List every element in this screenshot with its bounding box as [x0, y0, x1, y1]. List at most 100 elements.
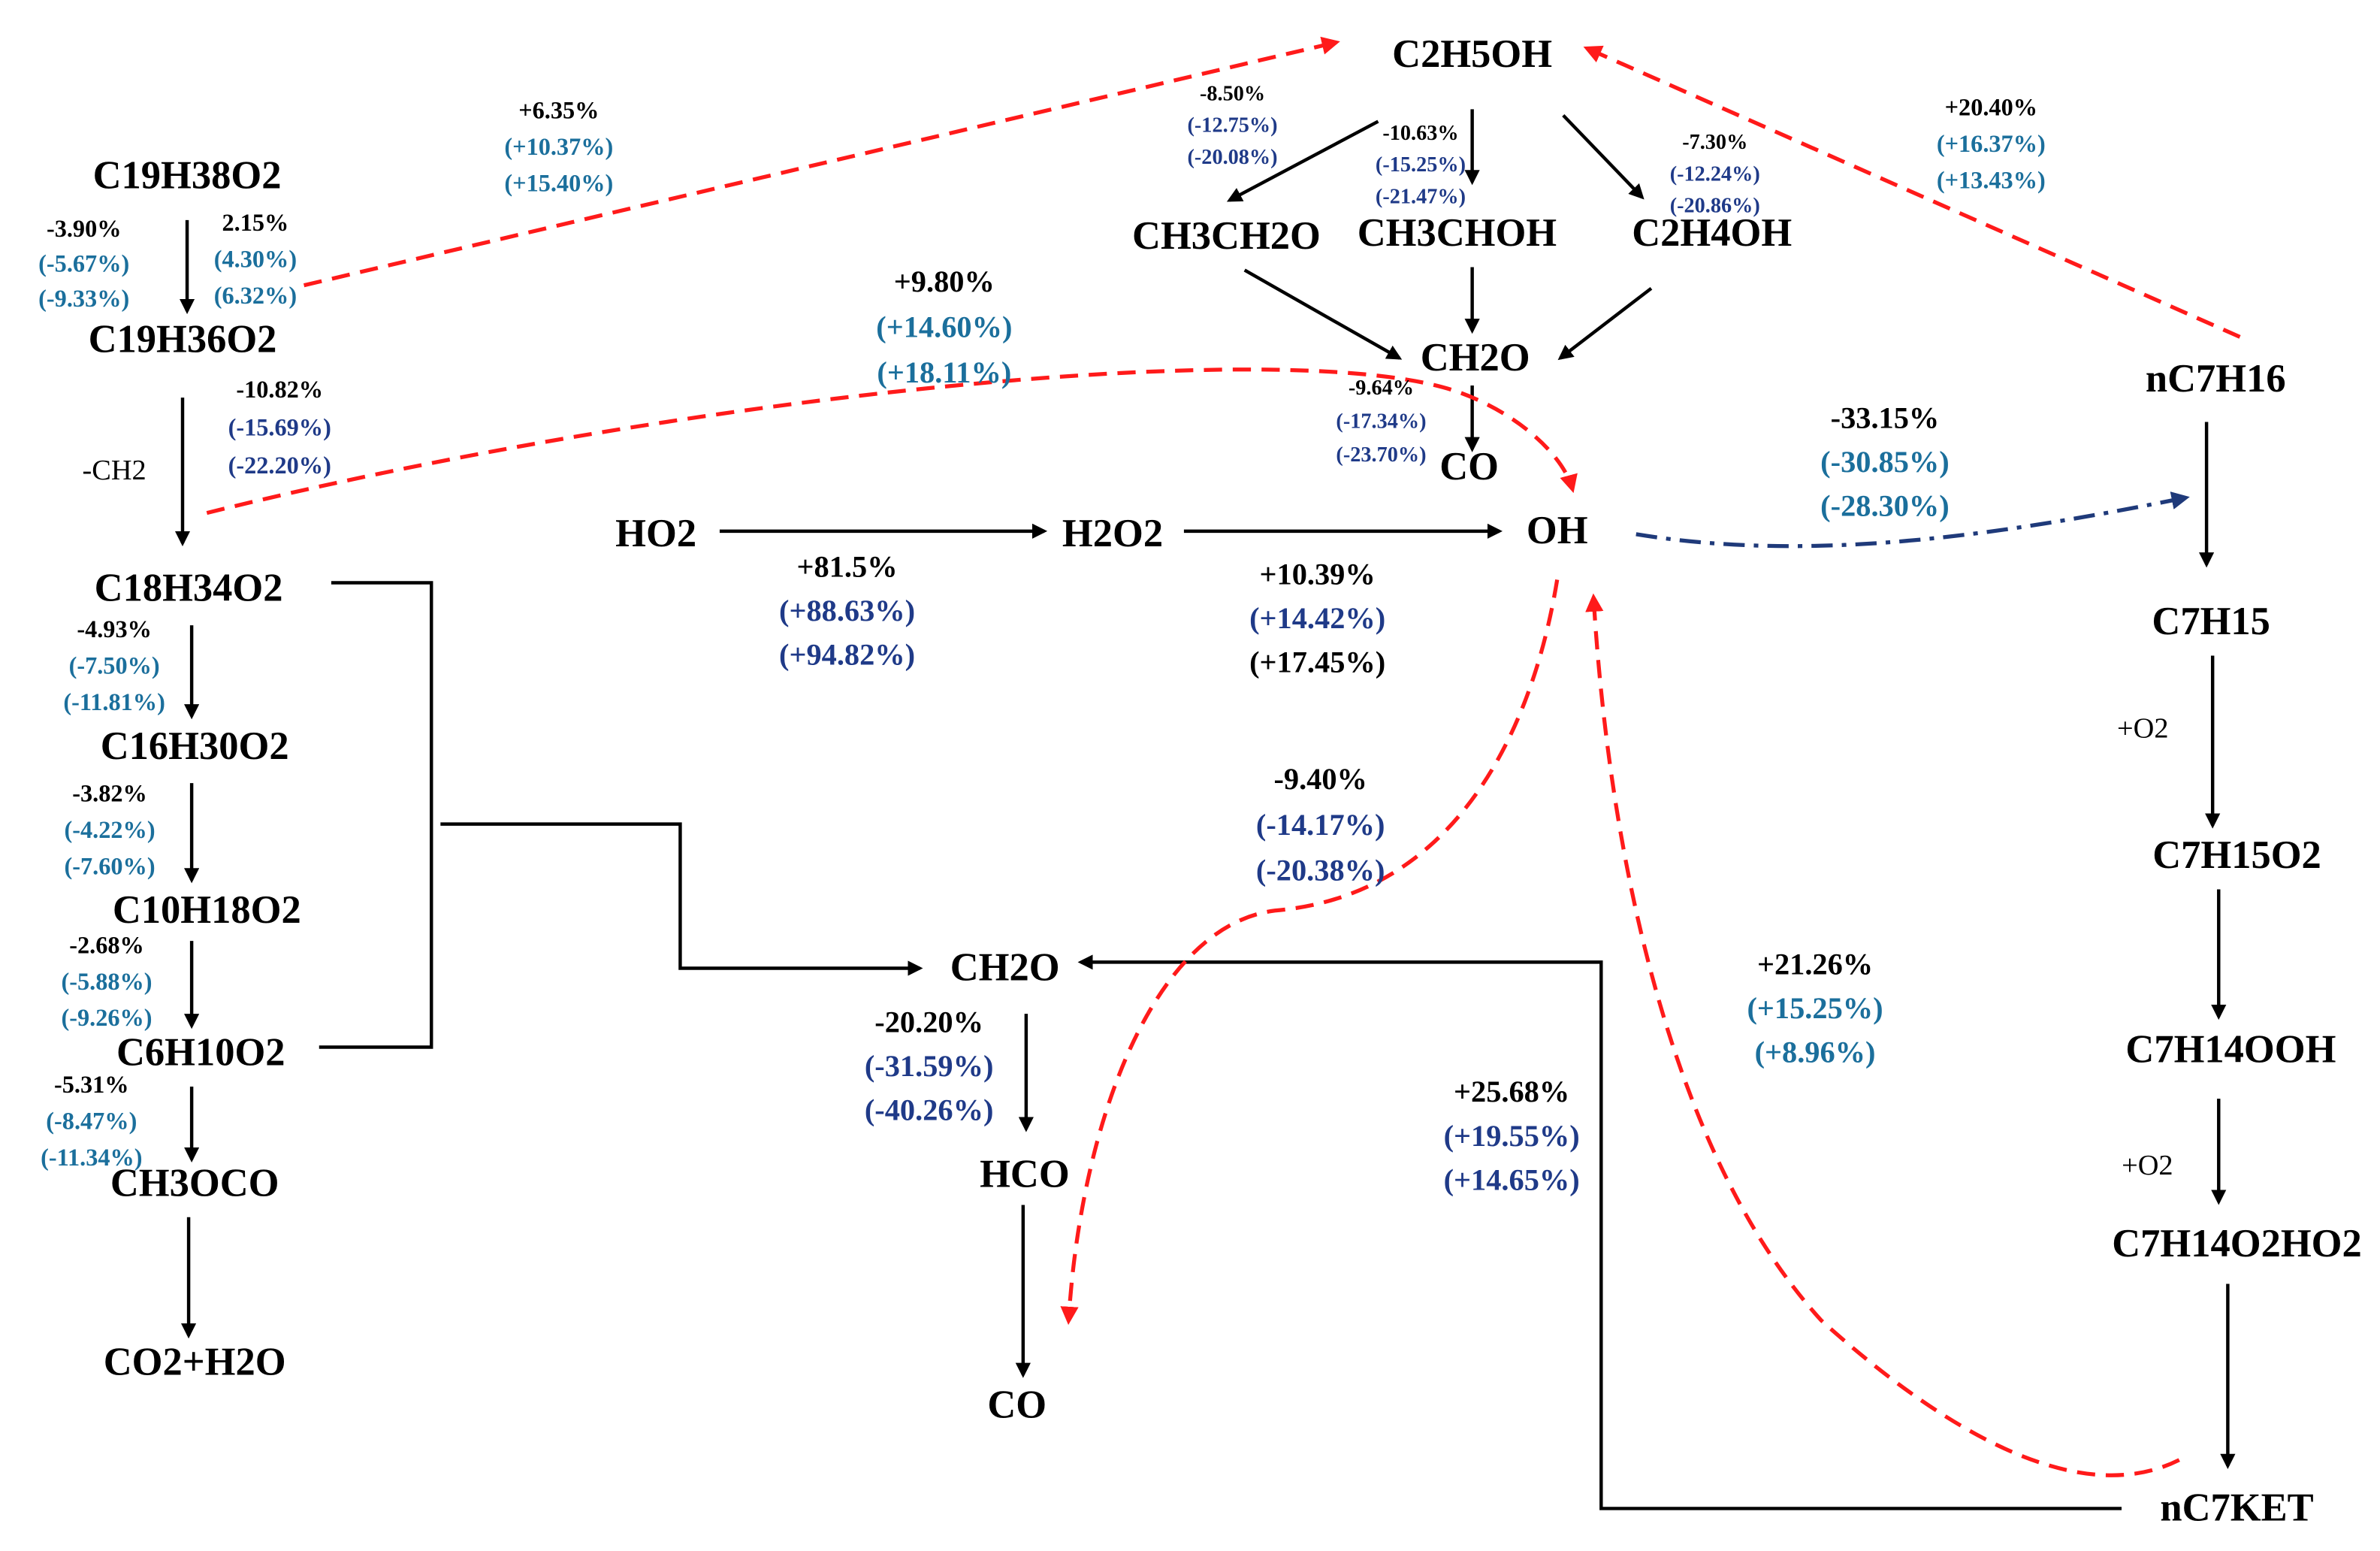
percent-base: -2.68%	[69, 931, 144, 958]
percent-case-1: (-15.69%)	[228, 414, 331, 441]
percent-case-2: (+18.11%)	[877, 355, 1011, 389]
percent-base: -7.30%	[1682, 131, 1747, 154]
species-ch2o_top: CH2O	[1421, 336, 1530, 379]
species-c2h4oh: C2H4OH	[1632, 211, 1792, 255]
arrow-c2h4oh-to-ch2o	[1557, 286, 1653, 361]
percent-base: +9.80%	[894, 265, 995, 298]
percent-case-1: (-30.85%)	[1820, 445, 1950, 479]
percent-case-1: (+10.37%)	[504, 133, 613, 160]
species-ch2o_mid: CH2O	[950, 946, 1060, 990]
percent-case-1: (-12.75%)	[1187, 114, 1277, 138]
arrow-esters-to-ch2o	[440, 822, 923, 976]
percent-case-1: (-17.34%)	[1336, 410, 1426, 434]
percent-case-2: (-20.38%)	[1256, 853, 1385, 887]
percent-case-2: (-9.33%)	[38, 285, 129, 312]
percent-case-2: (-22.20%)	[228, 452, 331, 479]
percent-case-1: (+15.25%)	[1747, 991, 1883, 1025]
species-c7h15o2: C7H15O2	[2152, 833, 2321, 877]
percent-case-1: (+14.42%)	[1249, 601, 1385, 635]
species-c7h15: C7H15	[2152, 600, 2270, 643]
percent-case-2: (+94.82%)	[779, 638, 915, 672]
species-co2h2o: CO2+H2O	[104, 1341, 286, 1384]
percent-case-1: (-5.67%)	[38, 250, 129, 277]
percent-case-2: (-20.86%)	[1670, 195, 1760, 218]
species-ho2: HO2	[615, 512, 696, 555]
arrow-c2h5oh-to-c2h4oh	[1562, 113, 1645, 200]
percent-case-2: (+15.40%)	[504, 169, 613, 196]
species-nc7h16: nC7H16	[2146, 357, 2286, 401]
percent-label-g-ket-oh: +21.26% (+15.25%) (+8.96%)	[1747, 948, 1883, 1069]
percent-base: -9.64%	[1349, 376, 1414, 400]
percent-case-2: (+17.45%)	[1249, 645, 1385, 679]
dashed-arrow-oh-to-hco	[1060, 579, 1560, 1326]
percent-label-g-h2o2-oh: +10.39% (+14.42%) (+17.45%)	[1249, 558, 1385, 679]
percent-case-2: (-21.47%)	[1376, 186, 1466, 209]
percent-label-g-c19h36o2: -10.82% (-15.69%) (-22.20%)	[228, 376, 331, 479]
species-ch3choh: CH3CHOH	[1358, 211, 1557, 255]
percent-case-1: (-31.59%)	[865, 1049, 994, 1083]
percent-base: -8.50%	[1200, 82, 1265, 105]
species-c7h14o2ho2: C7H14O2HO2	[2112, 1222, 2362, 1265]
percent-case-2: (6.32%)	[214, 282, 297, 309]
percent-case-2: (-11.34%)	[41, 1144, 142, 1171]
percent-label-g-c6h10o2: -5.31% (-8.47%) (-11.34%)	[41, 1071, 142, 1171]
percent-case-1: (+19.55%)	[1444, 1119, 1580, 1153]
percent-case-2: (+14.65%)	[1444, 1162, 1580, 1196]
species-hco: HCO	[980, 1152, 1070, 1196]
percent-case-1: (+88.63%)	[779, 594, 915, 627]
percent-label-g-ch3choh: -10.63% (-15.25%) (-21.47%)	[1376, 122, 1466, 209]
percent-label-g-ch2o-co-top: -9.64% (-17.34%) (-23.70%)	[1336, 376, 1426, 467]
percent-base: 2.15%	[222, 209, 289, 236]
percent-label-g-ho2-h2o2: +81.5% (+88.63%) (+94.82%)	[779, 549, 915, 671]
percent-case-1: (-12.24%)	[1670, 162, 1760, 186]
percent-case-1: (-5.88%)	[61, 968, 152, 995]
side-label-plus-o2-b: +O2	[2122, 1150, 2173, 1181]
percent-case-1: (-7.50%)	[69, 652, 160, 679]
species-c19h38o2: C19H38O2	[93, 153, 282, 197]
percent-base: +21.26%	[1757, 948, 1873, 981]
percent-base: +20.40%	[1945, 93, 2037, 120]
percent-case-1: (4.30%)	[214, 245, 297, 272]
percent-base: +25.68%	[1454, 1075, 1569, 1108]
species-ch3oco: CH3OCO	[110, 1161, 279, 1205]
dashed-arrow-nc7ket-to-oh	[1585, 593, 2180, 1477]
percent-case-1: (-4.22%)	[65, 816, 156, 843]
percent-label-g-oh-hco: -9.40% (-14.17%) (-20.38%)	[1256, 762, 1385, 887]
percent-label-g-c10h18o2: -2.68% (-5.88%) (-9.26%)	[61, 931, 152, 1031]
percent-case-2: (-23.70%)	[1336, 443, 1426, 467]
percent-case-1: (-15.25%)	[1376, 153, 1466, 177]
percent-base: -5.31%	[54, 1071, 129, 1098]
percent-base: +6.35%	[518, 97, 599, 124]
percent-base: -20.20%	[874, 1005, 983, 1039]
percent-base: -3.82%	[72, 779, 147, 806]
percent-base: -10.63%	[1382, 122, 1458, 145]
dashed-arrow-c19h36o2-to-oh	[206, 367, 1578, 515]
percent-case-1: (-8.47%)	[46, 1108, 137, 1135]
species-c18h34o2: C18H34O2	[95, 567, 283, 610]
percent-label-g-c18h34o2: -4.93% (-7.50%) (-11.81%)	[63, 615, 165, 715]
percent-case-1: (+14.60%)	[876, 310, 1012, 343]
species-h2o2: H2O2	[1062, 512, 1163, 555]
side-label-minus-ch2: -CH2	[83, 455, 146, 486]
percent-case-2: (+8.96%)	[1755, 1036, 1876, 1069]
percent-base: -9.40%	[1273, 762, 1367, 796]
dashed-arrow-nc7h16-to-c2h5oh	[1583, 45, 2241, 339]
percent-label-g-ch2o-hco: -20.20% (-31.59%) (-40.26%)	[865, 1005, 994, 1126]
species-c6h10o2: C6H10O2	[116, 1031, 285, 1075]
percent-case-2: (+13.43%)	[1937, 166, 2046, 193]
side-label-plus-o2-a: +O2	[2117, 713, 2169, 745]
species-oh: OH	[1527, 509, 1588, 552]
dashdot-arrow-oh-to-nc7h16	[1635, 491, 2190, 549]
percent-label-g-c16h30o2: -3.82% (-4.22%) (-7.60%)	[65, 779, 156, 879]
percent-label-g-c2h4oh: -7.30% (-12.24%) (-20.86%)	[1670, 131, 1760, 218]
species-ch3ch2o: CH3CH2O	[1132, 214, 1321, 258]
arrow-nc7ket-to-ch2o	[1077, 954, 2122, 1510]
percent-label-g-c19h38o2-left: -3.90% (-5.67%) (-9.33%)	[38, 215, 129, 312]
bracket-esters	[319, 581, 433, 1049]
species-nc7ket: nC7KET	[2160, 1486, 2313, 1530]
percent-label-g-c19h38o2-right: 2.15% (4.30%) (6.32%)	[214, 209, 297, 309]
species-co_top: CO	[1439, 445, 1499, 488]
percent-case-2: (-11.81%)	[63, 688, 165, 715]
